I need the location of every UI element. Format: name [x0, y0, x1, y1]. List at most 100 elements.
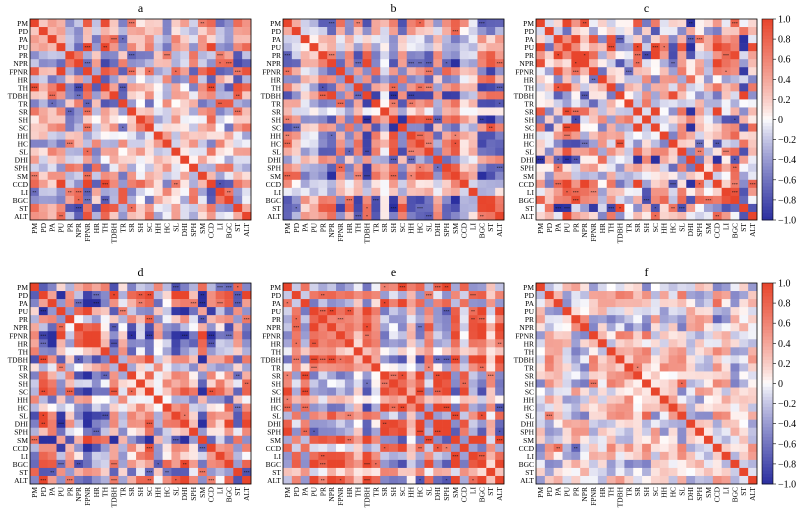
heatmap-cell	[118, 475, 128, 485]
heatmap-cell	[730, 355, 740, 364]
heatmap-cell	[433, 427, 443, 437]
heatmap-cell	[362, 155, 372, 165]
heatmap-cell	[695, 203, 705, 213]
heatmap-cell	[109, 43, 119, 52]
heatmap-cell	[362, 475, 372, 485]
heatmap-cell	[624, 195, 634, 205]
x-tick-label: TR	[624, 223, 633, 233]
heatmap-cell	[136, 107, 146, 116]
heatmap-cell	[677, 163, 687, 173]
heatmap-cell	[344, 83, 355, 92]
heatmap-cell	[397, 403, 408, 412]
heatmap-cell	[180, 139, 190, 148]
heatmap-cell	[730, 27, 740, 36]
heatmap-cell	[739, 131, 749, 140]
heatmap-cell	[65, 371, 75, 380]
heatmap-cell	[615, 451, 625, 461]
significance-mark: **	[436, 373, 440, 378]
heatmap-cell	[406, 59, 416, 68]
heatmap-cell	[91, 395, 102, 404]
heatmap-cell	[624, 411, 634, 420]
x-tick-label: SL	[171, 223, 180, 232]
heatmap-cell	[65, 83, 75, 92]
heatmap-cell	[495, 347, 505, 356]
heatmap-cell	[318, 203, 328, 213]
heatmap-cell	[703, 147, 714, 156]
heatmap-cell	[283, 187, 293, 197]
heatmap-cell	[495, 419, 505, 429]
heatmap-cell	[544, 171, 554, 181]
heatmap-cell	[47, 451, 57, 461]
heatmap-cell	[309, 315, 319, 324]
heatmap-cell	[371, 179, 381, 189]
heatmap-cell	[344, 291, 355, 300]
heatmap-cell	[597, 187, 608, 197]
heatmap-cell	[397, 107, 408, 116]
heatmap-cell	[74, 283, 84, 292]
heatmap-cell	[668, 435, 678, 445]
heatmap-cell	[389, 299, 399, 308]
heatmap-cell	[642, 203, 652, 213]
colorbar-segment	[762, 417, 773, 421]
colorbar-segment	[762, 443, 773, 448]
heatmap-cell	[571, 467, 581, 477]
heatmap-cell	[56, 131, 66, 140]
heatmap-cell	[459, 107, 469, 116]
heatmap-cell	[459, 315, 469, 324]
heatmap-cell	[624, 51, 634, 60]
significance-mark: ***	[355, 93, 361, 98]
heatmap-cell	[615, 283, 625, 292]
heatmap-cell	[362, 83, 372, 92]
heatmap-cell	[144, 195, 155, 205]
heatmap-cell	[30, 355, 40, 364]
heatmap-cell	[224, 99, 234, 108]
heatmap-cell	[83, 99, 93, 108]
heatmap-cell	[83, 387, 93, 396]
heatmap-cell	[233, 179, 243, 189]
heatmap-cell	[353, 43, 363, 52]
heatmap-cell	[283, 403, 293, 412]
heatmap-cell	[197, 131, 208, 140]
heatmap-cell	[362, 363, 372, 372]
heatmap-cell	[65, 299, 75, 308]
heatmap-cell	[433, 195, 443, 205]
heatmap-cell	[642, 155, 652, 165]
heatmap-cell	[100, 147, 110, 156]
y-tick-label: HC	[524, 140, 534, 149]
heatmap-cell	[336, 107, 346, 116]
heatmap-cell	[224, 131, 234, 140]
y-tick-label: BGC	[13, 460, 28, 469]
heatmap-cell	[371, 411, 381, 420]
heatmap-cell	[650, 75, 661, 84]
heatmap-cell	[571, 387, 581, 396]
y-tick-label: ST	[525, 204, 534, 213]
heatmap-cell	[309, 187, 319, 197]
heatmap-cell	[47, 59, 57, 68]
heatmap-cell	[162, 427, 172, 437]
heatmap-cell	[291, 403, 301, 412]
colorbar-segment	[762, 336, 773, 341]
heatmap-cell	[91, 107, 102, 116]
heatmap-cell	[144, 467, 155, 477]
colorbar-tick-label: 0.2	[778, 95, 791, 106]
heatmap-cell	[283, 51, 293, 60]
heatmap-cell	[127, 203, 137, 213]
significance-mark: ***	[426, 69, 432, 74]
x-tick-label: TR	[371, 487, 380, 497]
heatmap-cell	[544, 123, 554, 132]
heatmap-cell	[580, 403, 590, 412]
heatmap-cell	[136, 371, 146, 380]
heatmap-cell	[536, 195, 546, 205]
heatmap-cell	[197, 123, 208, 132]
heatmap-cell	[197, 323, 208, 332]
heatmap-cell	[721, 339, 731, 348]
x-tick-label: SH	[389, 222, 398, 232]
heatmap-cell	[659, 323, 669, 332]
significance-mark: **	[418, 446, 422, 451]
heatmap-cell	[344, 395, 355, 404]
heatmap-cell	[283, 459, 293, 469]
heatmap-cell	[686, 299, 696, 308]
heatmap-cell	[56, 203, 66, 213]
heatmap-cell	[703, 203, 714, 213]
colorbar-segment	[762, 286, 773, 291]
